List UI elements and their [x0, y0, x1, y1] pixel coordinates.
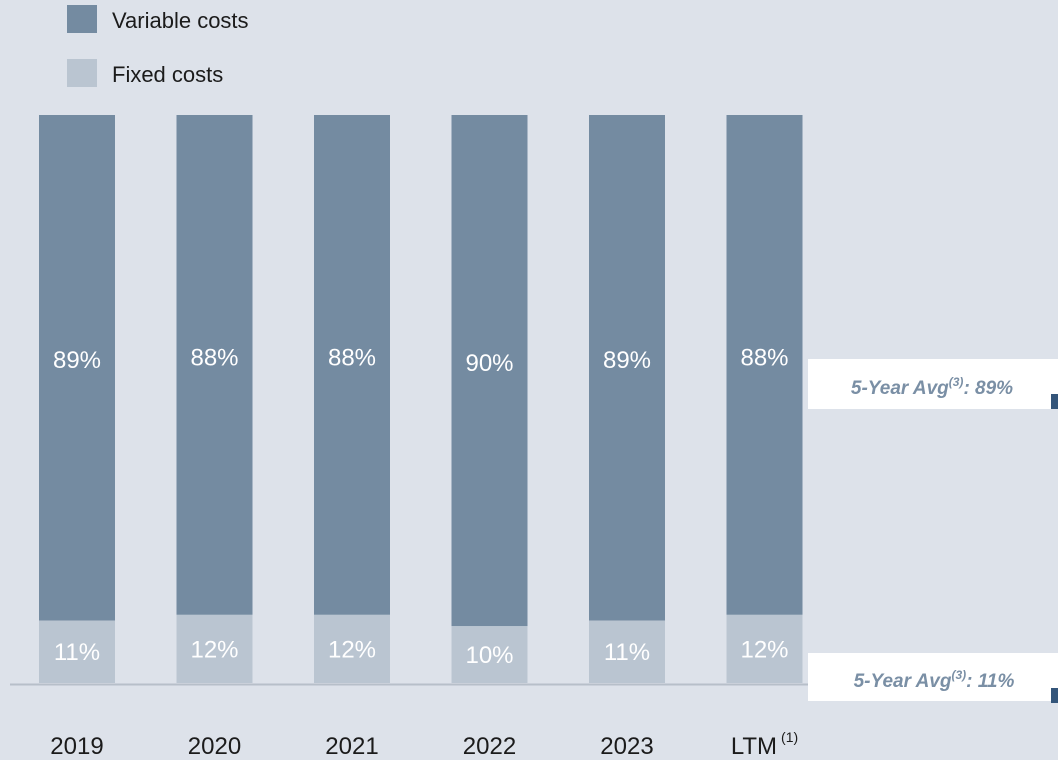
x-tick-2023: 2023 — [600, 733, 653, 760]
label-fixed-2023: 11% — [604, 639, 650, 666]
avg-box-fixed-costs — [808, 653, 1058, 701]
label-variable-2022: 90% — [465, 350, 513, 377]
bar-fixed-ltm — [726, 614, 803, 683]
x-tick-2020: 2020 — [188, 733, 241, 760]
bar-fixed-2021 — [314, 614, 390, 683]
legend-swatch-fixed-costs — [67, 59, 97, 87]
bar-fixed-2023 — [589, 620, 665, 683]
x-axis: 2019 2020 2021 2022 2023 LTM (1) — [10, 683, 835, 760]
bar-fixed-2019 — [39, 620, 115, 683]
bar-variable-2021 — [314, 115, 390, 615]
bar-variable-2023 — [589, 115, 665, 621]
label-variable-2021: 88% — [328, 344, 376, 371]
legend-label-fixed-costs: Fixed costs — [112, 62, 223, 87]
avg-marker-variable-costs — [1051, 394, 1058, 409]
avg-box-variable-costs — [808, 359, 1058, 409]
x-tick-2022: 2022 — [463, 733, 516, 760]
avg-marker-fixed-costs — [1051, 688, 1058, 703]
bar-variable-2020 — [176, 115, 253, 615]
x-tick-footnote: (1) — [781, 729, 798, 745]
bar-variable-2022 — [451, 115, 528, 627]
x-tick-ltm: LTM (1) — [731, 729, 798, 760]
label-variable-2023: 89% — [603, 347, 651, 374]
x-tick-2019: 2019 — [50, 733, 103, 760]
label-fixed-ltm: 12% — [740, 636, 788, 663]
x-tick-2021: 2021 — [325, 733, 378, 760]
legend-label-variable-costs: Variable costs — [112, 8, 249, 33]
label-fixed-2019: 11% — [54, 639, 100, 666]
bar-fixed-2020 — [176, 614, 253, 683]
bar-variable-ltm — [726, 115, 803, 615]
bar-group: 89% 11% 88% 12% 88% 12% 90% 10% 89% 11% 88% 12% — [39, 115, 803, 683]
legend-swatch-variable-costs — [67, 5, 97, 33]
label-fixed-2020: 12% — [190, 636, 238, 663]
label-variable-2019: 89% — [53, 347, 101, 374]
label-variable-2020: 88% — [190, 344, 238, 371]
average-annotations: 5-Year Avg(3): 89% 5-Year Avg(3): 11% — [808, 359, 1058, 703]
chart-legend: Variable costs Fixed costs — [67, 5, 249, 87]
bar-fixed-2022 — [451, 626, 528, 683]
avg-label-variable-costs: 5-Year Avg(3): 89% — [851, 375, 1013, 399]
label-fixed-2022: 10% — [465, 642, 513, 669]
avg-label-fixed-costs: 5-Year Avg(3): 11% — [854, 668, 1015, 692]
label-fixed-2021: 12% — [328, 636, 376, 663]
bar-variable-2019 — [39, 115, 115, 621]
label-variable-ltm: 88% — [740, 344, 788, 371]
